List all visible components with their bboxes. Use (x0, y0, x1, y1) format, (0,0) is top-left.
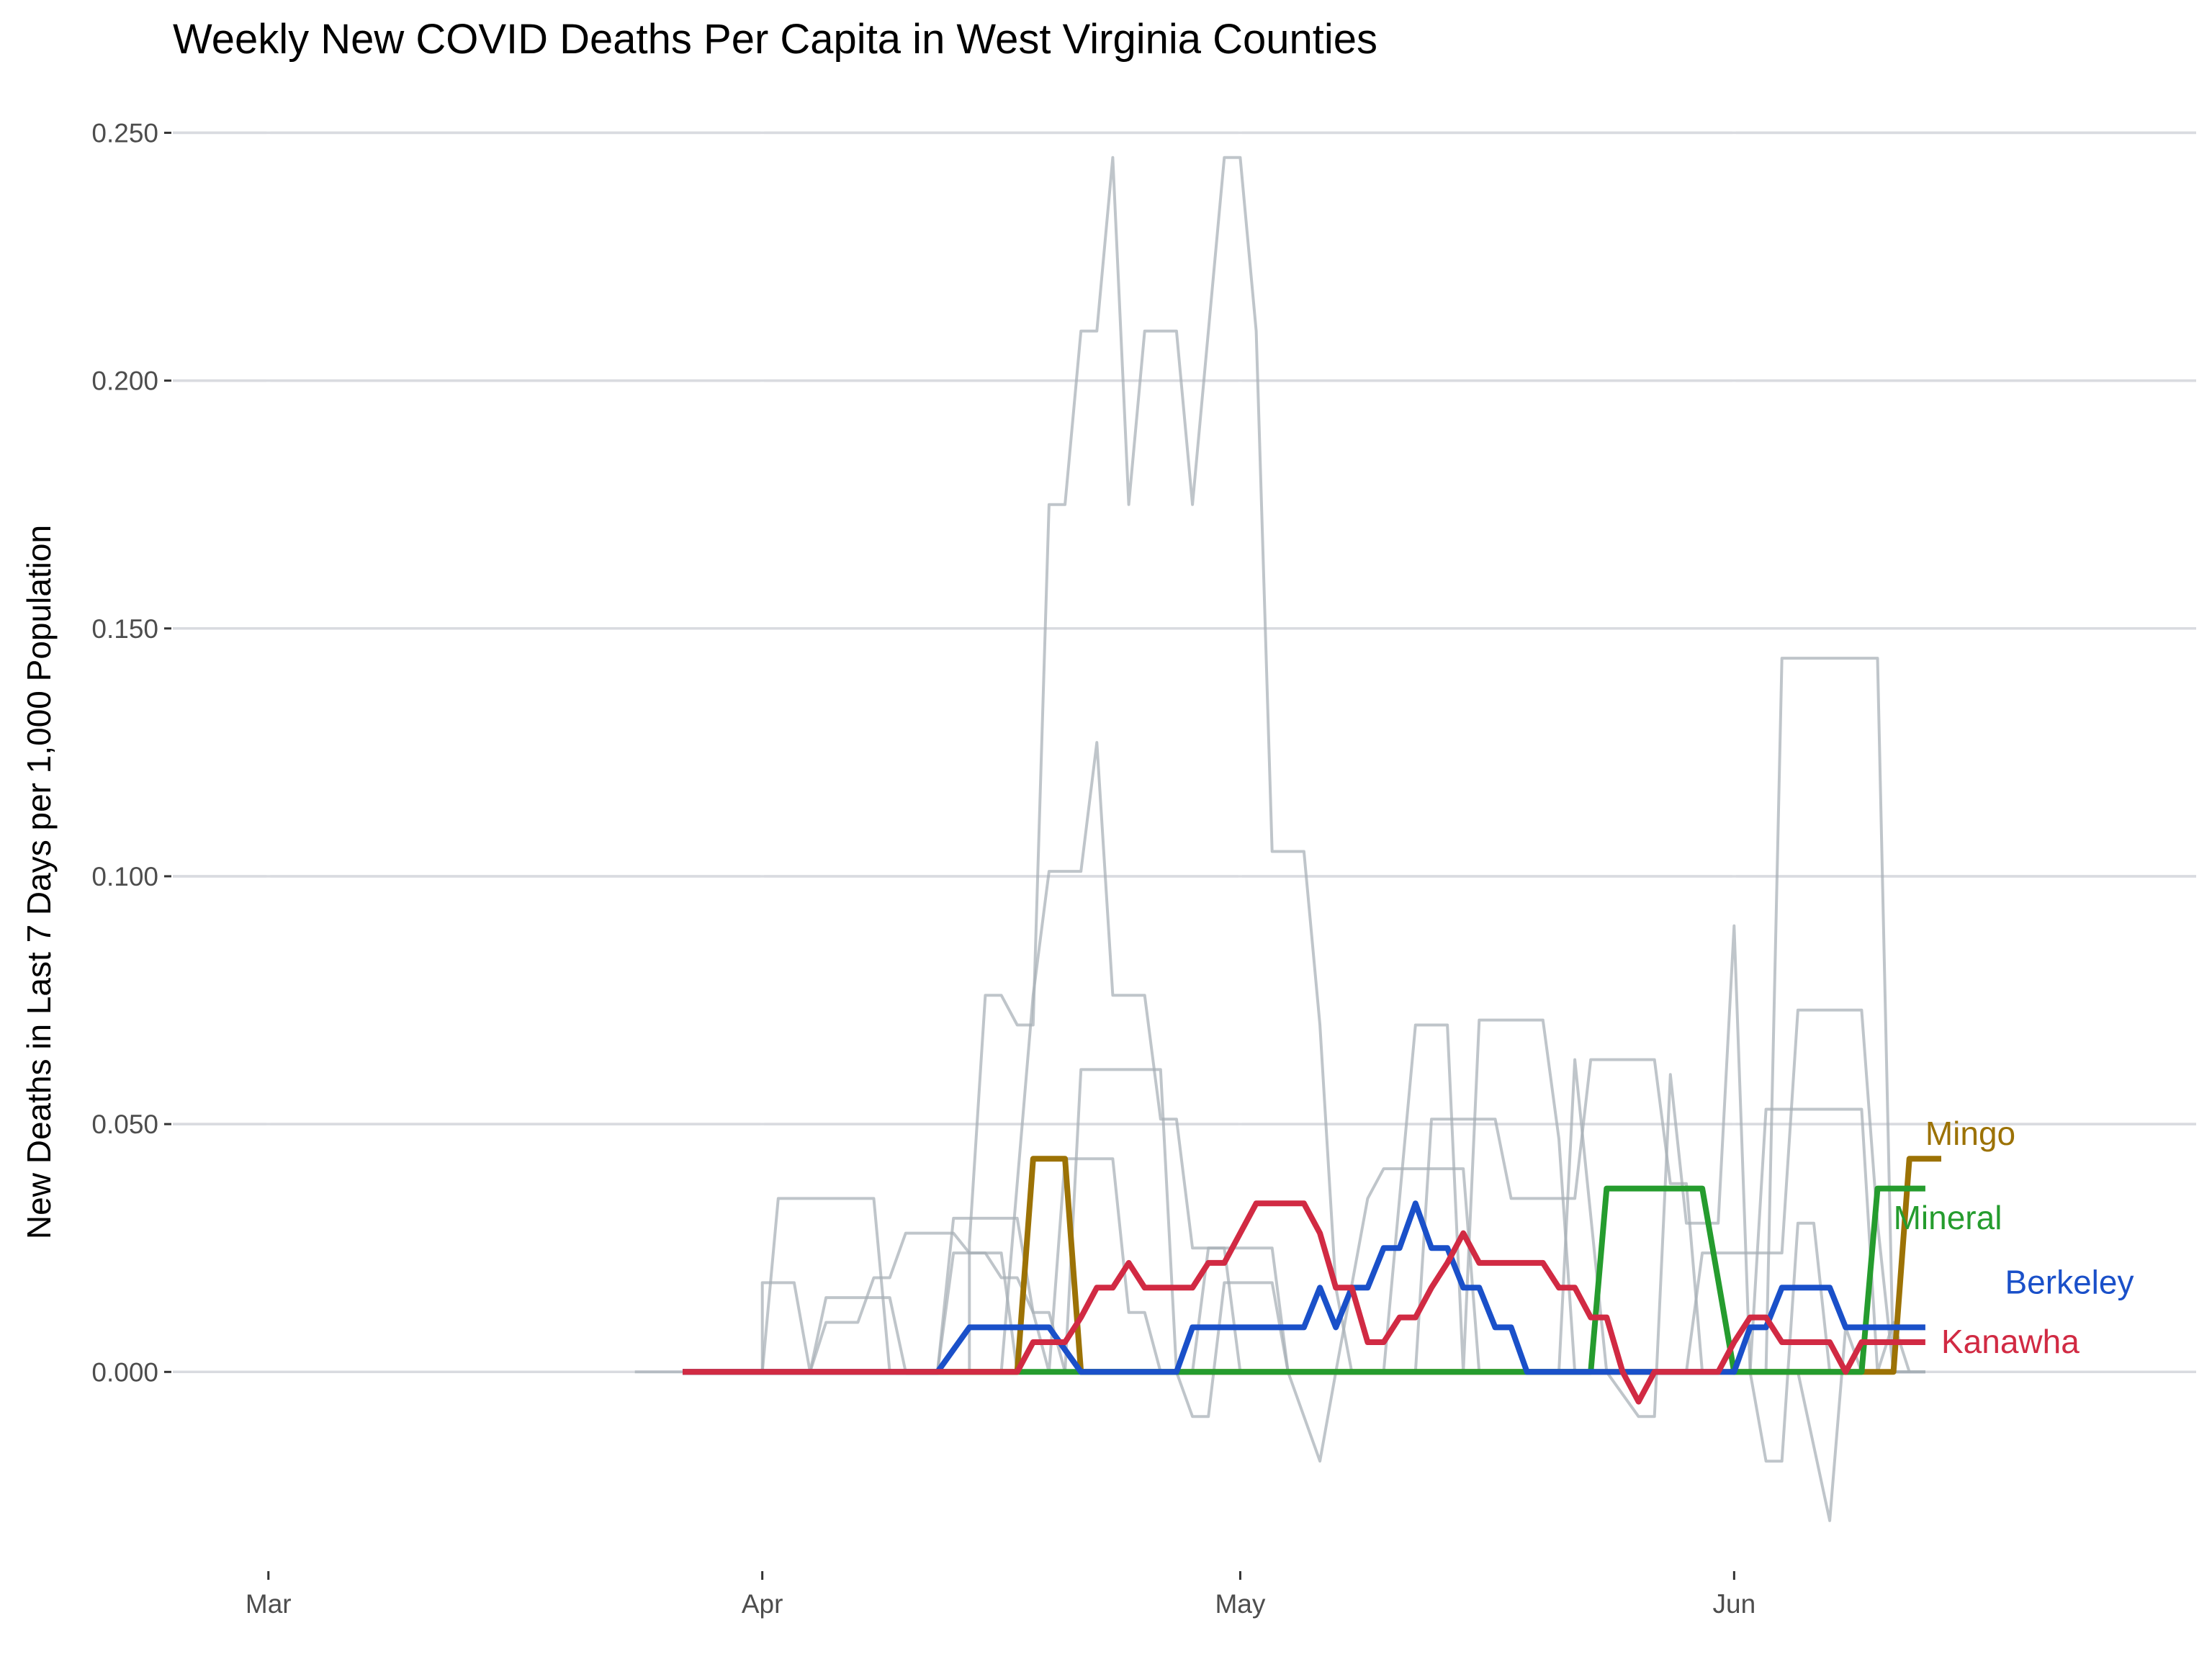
series-label-berkeley: Berkeley (2005, 1263, 2134, 1300)
series-label-mineral: Mineral (1894, 1199, 2002, 1236)
y-tick-label: 0.000 (91, 1357, 158, 1387)
background-county-line (1764, 657, 1895, 1372)
series-line-mingo (683, 1156, 1941, 1375)
series-line-berkeley (683, 1200, 1925, 1375)
highlighted-series (683, 1156, 1941, 1405)
series-line-mineral (905, 1185, 1925, 1375)
x-tick-label: Jun (1713, 1589, 1756, 1619)
y-tick-label: 0.150 (91, 614, 158, 644)
background-county-line (1382, 1018, 1577, 1374)
background-county-line (999, 741, 1242, 1372)
x-tick-label: May (1215, 1589, 1265, 1619)
y-tick-label: 0.200 (91, 367, 158, 396)
background-county-line (760, 1281, 1925, 1374)
x-tick-label: Apr (742, 1589, 783, 1619)
y-tick-label: 0.250 (91, 118, 158, 148)
background-county-line (1796, 1326, 1863, 1522)
y-tick-label: 0.050 (91, 1110, 158, 1139)
series-label-mingo: Mingo (1925, 1115, 2015, 1152)
chart-title: Weekly New COVID Deaths Per Capita in We… (173, 16, 1377, 63)
grid (173, 108, 2196, 1555)
series-label-kanawha: Kanawha (1941, 1323, 2080, 1360)
series-line-kanawha (683, 1200, 1925, 1405)
axis-ticks: 0.000 0.050 0.100 0.150 0.200 0.250 Mar Apr May J… (91, 118, 1755, 1619)
background-county-line (1557, 924, 1832, 1463)
y-axis-title: New Deaths in Last 7 Days per 1,000 Popu… (20, 525, 58, 1239)
background-series (634, 156, 1925, 1522)
background-county-line (968, 156, 1354, 1372)
y-tick-label: 0.100 (91, 862, 158, 891)
background-county-line (1064, 1068, 1290, 1419)
background-county-line (1191, 1167, 1925, 1463)
background-county-line (1685, 1008, 1895, 1372)
x-tick-label: Mar (246, 1589, 292, 1619)
